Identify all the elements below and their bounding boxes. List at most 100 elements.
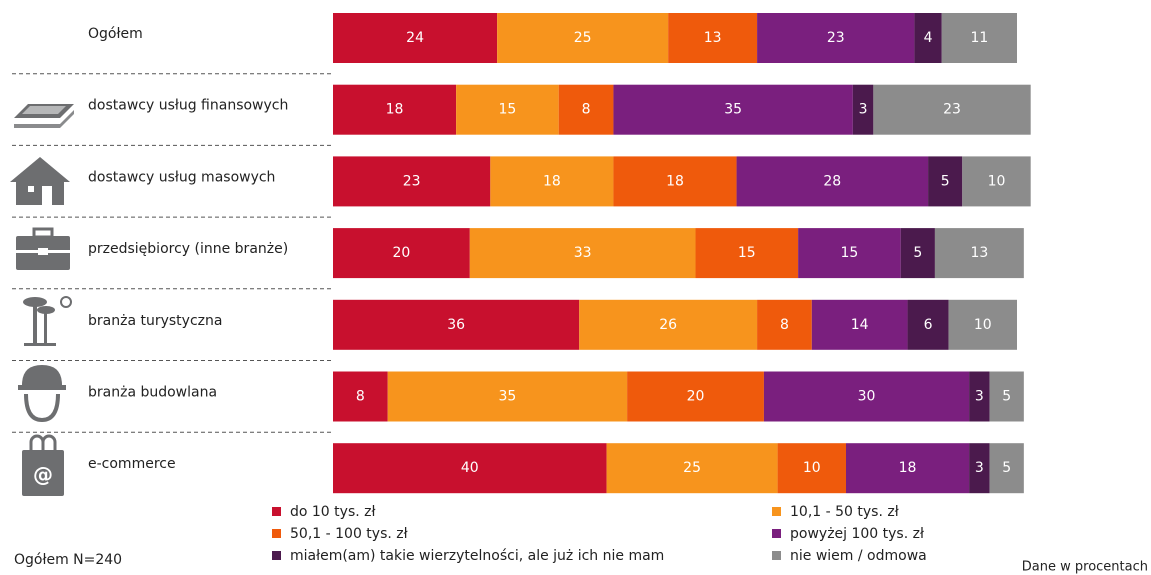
category-label: branża budowlana [88,385,217,401]
bar-segment [989,443,1024,494]
bar-segment [333,13,498,63]
bar-segment [579,299,758,350]
value-label: 25 [574,30,592,46]
value-label: 5 [1002,389,1011,405]
bar-segment [969,371,990,422]
bar-segment [798,228,901,279]
legend-swatch [272,529,281,538]
bar-segment [914,13,942,63]
bar-segment [558,84,614,135]
bar-segment [695,228,799,279]
category-label: branża turystyczna [88,313,222,329]
bar-segment [962,156,1031,207]
value-label: 18 [899,460,917,476]
value-label: 11 [970,30,988,46]
bar-segment [969,443,990,494]
bar-segment [333,84,457,135]
icons: @ [10,104,74,496]
legend-label: miałem(am) takie wierzytelności, ale już… [290,548,664,564]
value-label: 25 [683,460,701,476]
bar-segment [846,443,970,494]
bar-segment [333,156,491,207]
bar-segment [490,156,614,207]
bar-segment [811,299,908,350]
value-label: 8 [780,317,789,333]
value-label: 3 [975,389,984,405]
value-label: 28 [823,173,841,189]
bar-segment [873,84,1031,135]
value-label: 20 [687,389,705,405]
value-label: 5 [1002,460,1011,476]
bar-segment [763,371,970,422]
value-label: 3 [975,460,984,476]
value-label: 3 [859,102,868,118]
value-label: 18 [666,173,684,189]
value-label: 18 [386,102,404,118]
icon-palm [23,296,72,346]
category-label: przedsiębiorcy (inne branże) [88,241,288,257]
legend-swatch [272,551,281,560]
value-label: 33 [574,245,592,261]
value-label: 10 [988,173,1006,189]
value-label: 13 [704,30,722,46]
value-label: 15 [841,245,859,261]
bar-segment [668,13,758,63]
value-label: 36 [447,317,465,333]
category-label: e-commerce [88,456,176,472]
value-label: 20 [392,245,410,261]
value-label: 26 [659,317,677,333]
svg-text:@: @ [33,463,53,487]
icon-money [14,104,74,128]
bar-segment [613,156,737,207]
legend-label: 50,1 - 100 tys. zł [290,526,408,542]
value-label: 23 [943,102,961,118]
legend-label: do 10 tys. zł [290,504,375,520]
value-label: 35 [724,102,742,118]
bar-segment [907,299,949,350]
legend-label: nie wiem / odmowa [790,548,927,564]
bar-segment [333,299,580,350]
value-label: 15 [499,102,517,118]
bar-segment [333,228,470,279]
value-label: 35 [499,389,517,405]
value-label: 8 [582,102,591,118]
bar-segment [989,371,1024,422]
legend-swatch [772,507,781,516]
note-left: Ogółem N=240 [14,552,122,568]
value-label: 13 [970,245,988,261]
category-label: dostawcy usług masowych [88,169,275,185]
bar-segment [757,299,812,350]
value-label: 23 [403,173,421,189]
value-label: 10 [974,317,992,333]
icon-bag: @ [22,434,64,496]
note-right: Dane w procentach [1022,560,1148,575]
bar-segment [852,84,874,135]
bar-segment [387,371,628,422]
legend-swatch [772,529,781,538]
value-label: 30 [858,389,876,405]
value-label: 10 [803,460,821,476]
bar-segment [934,228,1024,279]
bar-segment [757,13,915,63]
value-label: 5 [941,173,950,189]
bar-segment [941,13,1017,63]
bar-segment [606,443,778,494]
bar-segment [777,443,846,494]
value-label: 18 [543,173,561,189]
value-label: 24 [406,30,424,46]
value-label: 14 [851,317,869,333]
bar-segment [333,443,607,494]
bar-segment [333,371,388,422]
category-label: Ogółem [88,26,143,42]
legend-swatch [772,551,781,560]
value-label: 23 [827,30,845,46]
bar-segment [469,228,696,279]
value-label: 40 [461,460,479,476]
bar-segment [627,371,764,422]
category-label: dostawcy usług finansowych [88,98,288,114]
icon-briefcase [16,227,70,270]
bar-segment [456,84,559,135]
value-label: 6 [924,317,933,333]
bar-segment [497,13,669,63]
